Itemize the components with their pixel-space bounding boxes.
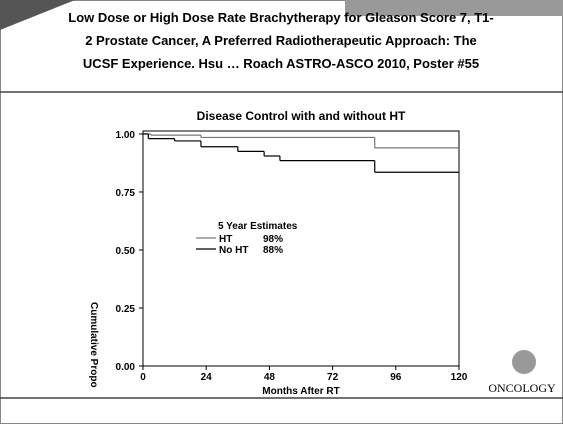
- chart-title: Disease Control with and without HT: [197, 109, 406, 123]
- y-tick-label: 0.75: [116, 188, 136, 199]
- y-axis-label: Cumulative Propo: [88, 302, 99, 388]
- logo: ONCOLOGY: [488, 381, 556, 395]
- corner-decoration: [0, 0, 75, 30]
- x-tick-label: 48: [264, 372, 276, 383]
- y-tick-label: 0.25: [116, 304, 136, 315]
- x-tick-label: 96: [390, 372, 402, 383]
- x-tick-label: 24: [201, 372, 213, 383]
- y-tick-label: 0.50: [116, 246, 136, 257]
- y-tick-label: 1.00: [116, 130, 136, 141]
- legend-label: HT: [219, 234, 232, 245]
- plot-frame: [142, 130, 460, 367]
- legend-estimate: 88%: [263, 245, 283, 256]
- x-tick-label: 72: [327, 372, 339, 383]
- slide-title: Low Dose or High Dose Rate Brachytherapy…: [68, 10, 494, 25]
- legend-title: 5 Year Estimates: [218, 221, 298, 232]
- y-tick-label: 0.00: [116, 362, 136, 373]
- slide-title: UCSF Experience. Hsu … Roach ASTRO-ASCO …: [83, 56, 479, 71]
- legend-estimate: 98%: [263, 234, 283, 245]
- slide-title: 2 Prostate Cancer, A Preferred Radiother…: [85, 33, 477, 48]
- x-axis-label: Months After RT: [262, 386, 339, 397]
- logo-icon: [512, 350, 536, 374]
- x-tick-label: 0: [140, 372, 146, 383]
- top-bar: [345, 0, 563, 16]
- x-tick-label: 120: [451, 372, 468, 383]
- legend-label: No HT: [219, 245, 248, 256]
